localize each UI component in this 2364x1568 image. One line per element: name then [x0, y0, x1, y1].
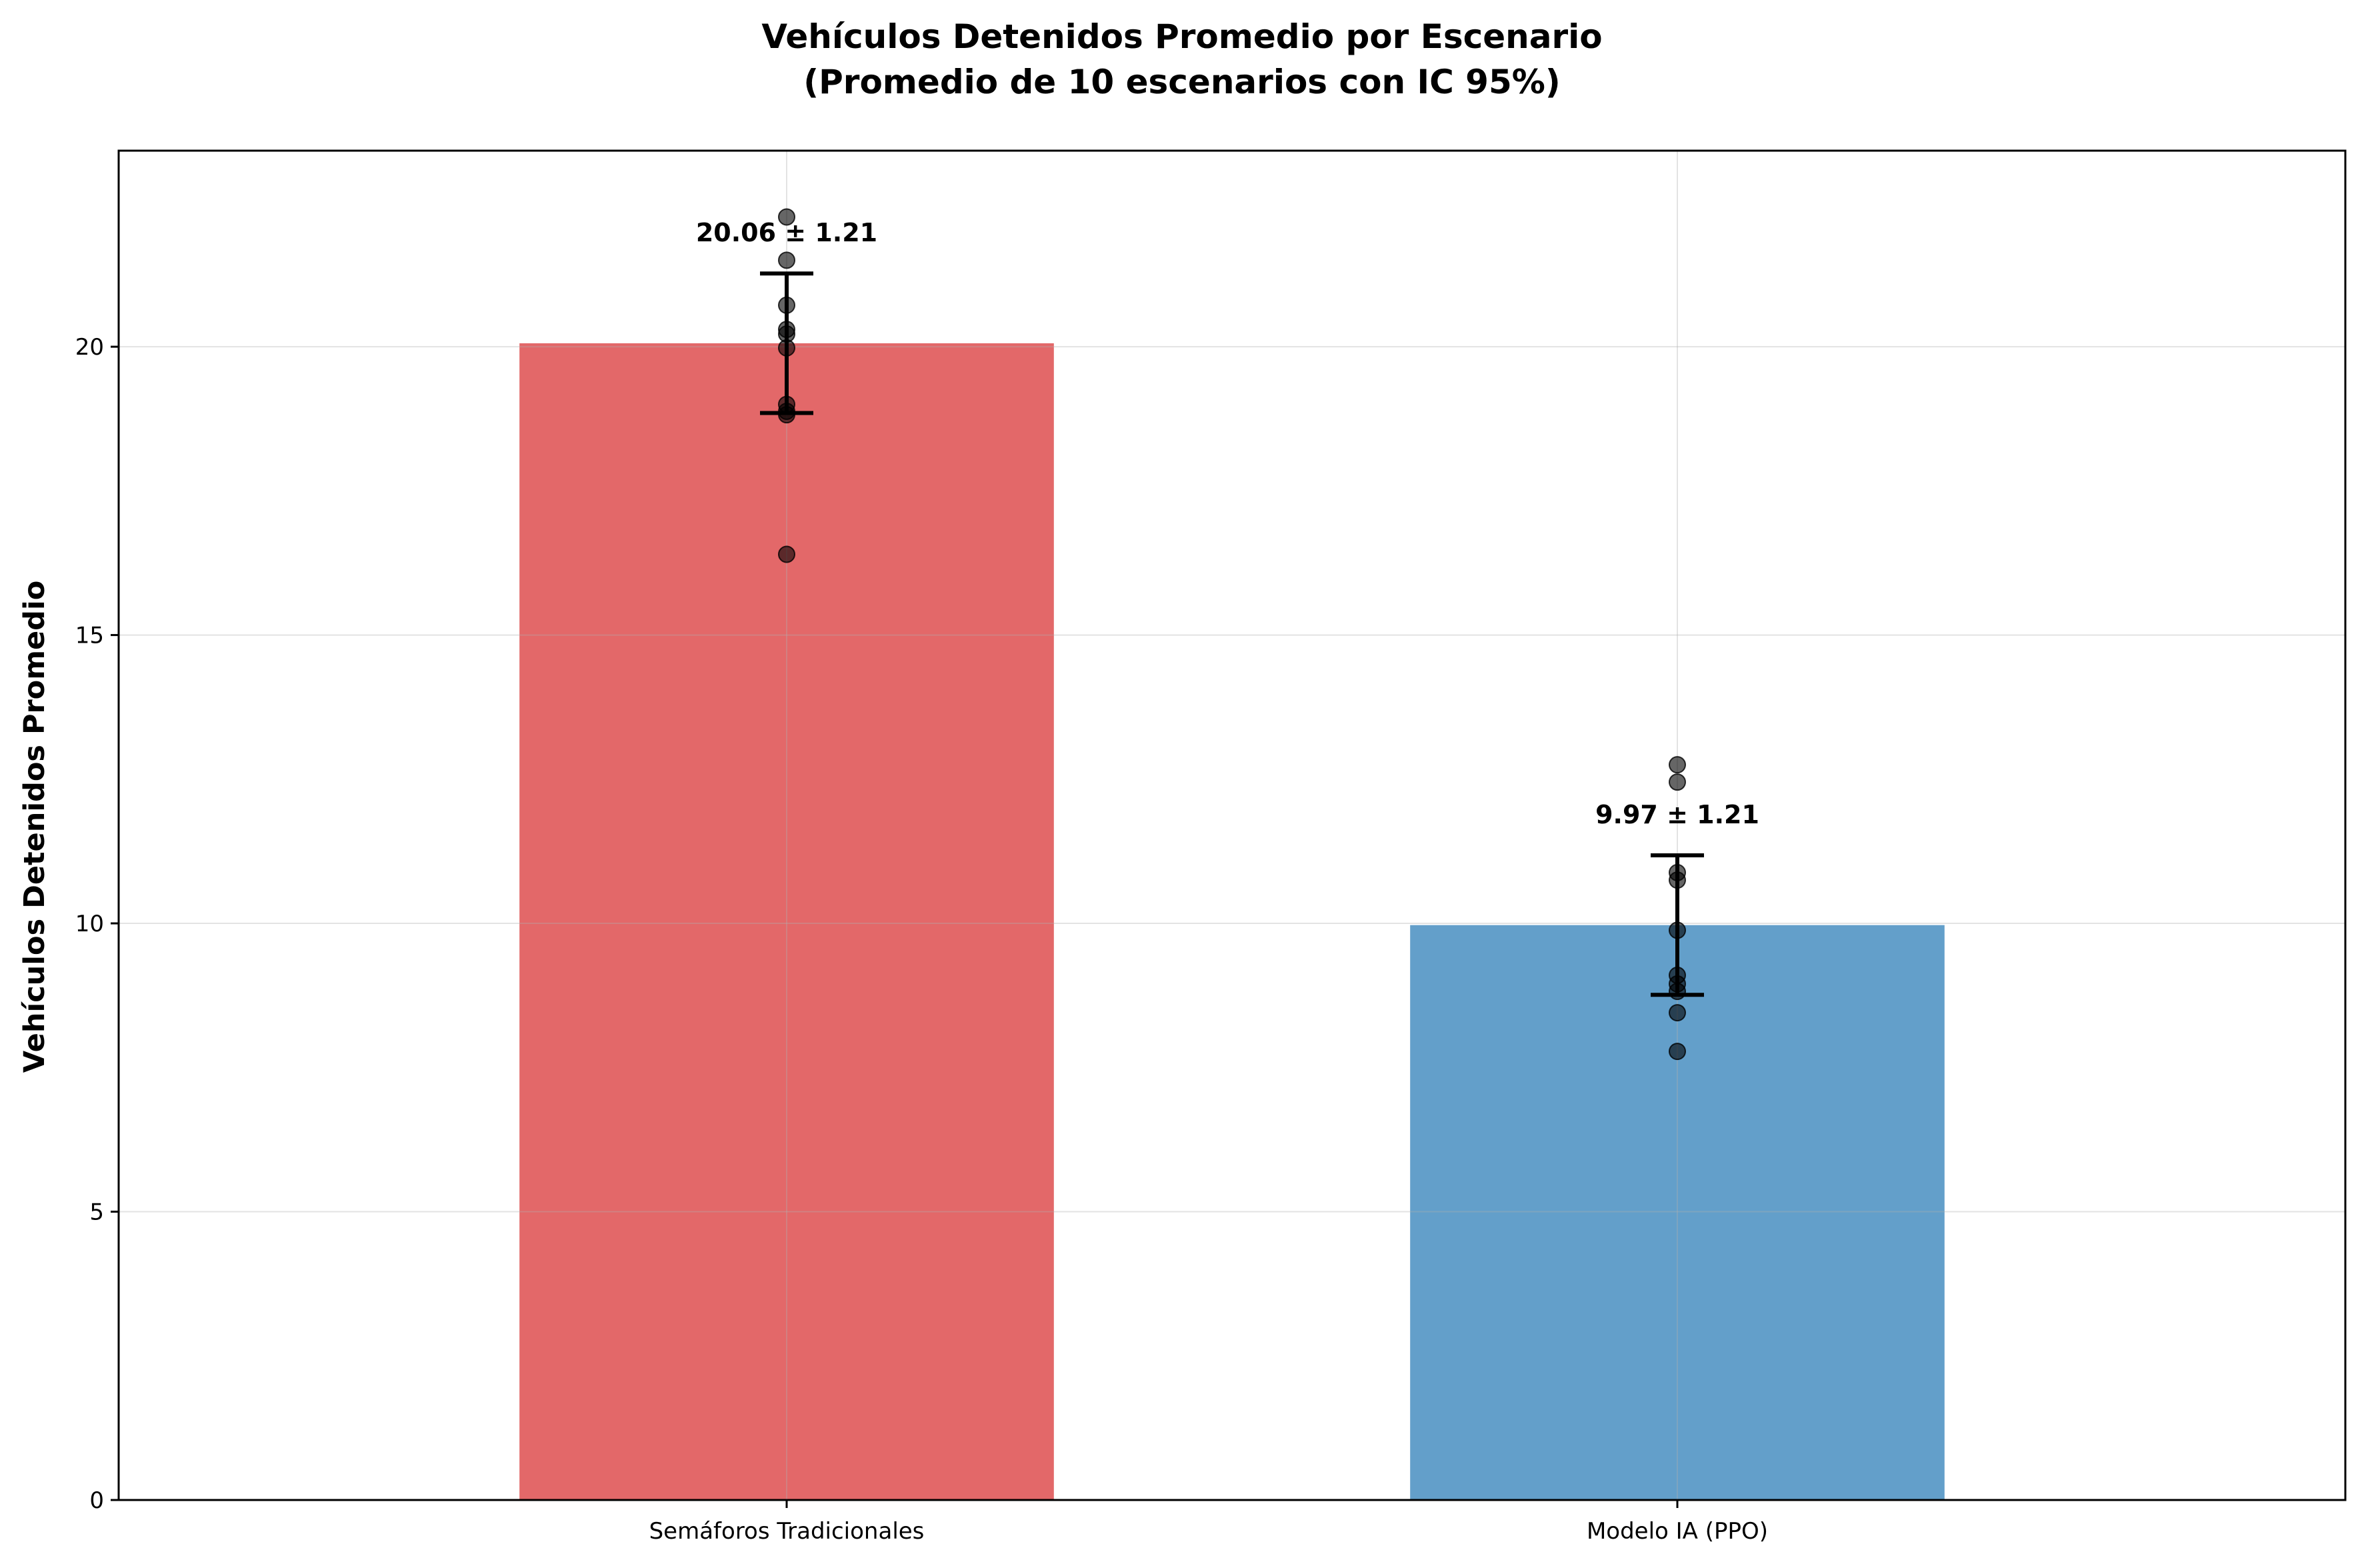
bar-value-label: 20.06 ± 1.21 — [696, 218, 877, 247]
axes-frame — [117, 149, 2347, 1501]
y-tick-label: 20 — [75, 334, 104, 361]
data-point — [778, 406, 795, 424]
y-axis-label: Vehículos Detenidos Promedio — [18, 581, 51, 1073]
y-tick-label: 15 — [75, 623, 104, 649]
y-tick-label: 5 — [89, 1199, 104, 1226]
data-point — [1669, 773, 1686, 791]
data-point — [1669, 871, 1686, 889]
chart-title: Vehículos Detenidos Promedio por Escenar… — [761, 17, 1602, 56]
bar-value-label: 9.97 ± 1.21 — [1595, 800, 1759, 829]
data-point — [1669, 1043, 1686, 1061]
bar — [519, 343, 1054, 1500]
data-point — [778, 208, 795, 226]
chart-subtitle: (Promedio de 10 escenarios con IC 95%) — [803, 63, 1560, 101]
x-tick-label: Modelo IA (PPO) — [1587, 1518, 1768, 1545]
data-point — [1669, 921, 1686, 939]
data-point — [778, 339, 795, 357]
data-point — [778, 251, 795, 269]
x-tick-label: Semáforos Tradicionales — [649, 1518, 925, 1545]
data-point — [1669, 983, 1686, 1001]
data-point — [1669, 1004, 1686, 1022]
data-point — [778, 545, 795, 563]
plot-area: 20.06 ± 1.21 9.97 ± 1.21 0 5 10 15 20 Semáforos… — [75, 149, 2347, 1545]
data-point — [1669, 756, 1686, 774]
y-tick-label: 0 — [89, 1487, 104, 1514]
y-tick-label: 10 — [75, 911, 104, 937]
data-point — [778, 296, 795, 314]
